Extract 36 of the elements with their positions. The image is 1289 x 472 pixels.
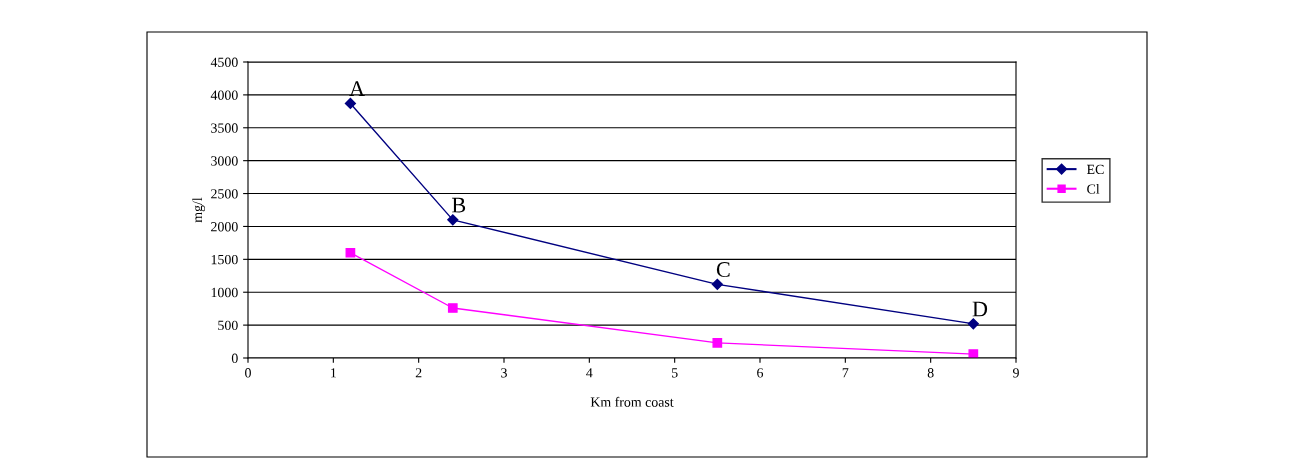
point — [447, 214, 459, 226]
annotation: C — [716, 262, 730, 278]
point — [967, 318, 979, 330]
x-tick-label: 1 — [331, 368, 336, 378]
y-tick-label: 0 — [231, 353, 238, 363]
x-tick-label: 2 — [415, 368, 422, 378]
y-tick-label: 500 — [218, 320, 238, 331]
legend-label: Cl — [1087, 183, 1100, 194]
x-tick-label: 6 — [757, 368, 764, 378]
point — [344, 97, 357, 110]
point — [711, 278, 723, 290]
y-tick-label: 4500 — [210, 57, 238, 67]
annotation: A — [349, 81, 365, 96]
x-tick-label: 0 — [245, 368, 251, 378]
annotation: D — [972, 301, 988, 317]
point — [712, 338, 723, 348]
x-tick-label: 5 — [672, 368, 678, 378]
y-axis-title: mg/l — [192, 197, 205, 223]
x-axis-title: Km from coast — [590, 396, 674, 407]
annotation: B — [452, 197, 466, 213]
y-tick-label: 2000 — [211, 222, 238, 232]
x-tick-label: 8 — [927, 368, 934, 378]
y-tick-label: 2500 — [211, 189, 238, 199]
y-tick-label: 3500 — [211, 123, 238, 133]
x-tick-label: 4 — [586, 368, 593, 378]
y-tick-label: 4000 — [210, 90, 238, 100]
x-tick-label: 7 — [842, 368, 849, 378]
x-tick-label: 9 — [1012, 368, 1019, 378]
x-tick-label: 3 — [501, 368, 507, 378]
y-tick-label: 1000 — [211, 287, 238, 298]
y-tick-label: 3000 — [211, 156, 238, 166]
point — [968, 349, 979, 358]
legend-label: EC — [1086, 164, 1104, 175]
point — [447, 303, 458, 313]
point — [345, 247, 356, 258]
y-tick-label: 1500 — [211, 254, 238, 265]
